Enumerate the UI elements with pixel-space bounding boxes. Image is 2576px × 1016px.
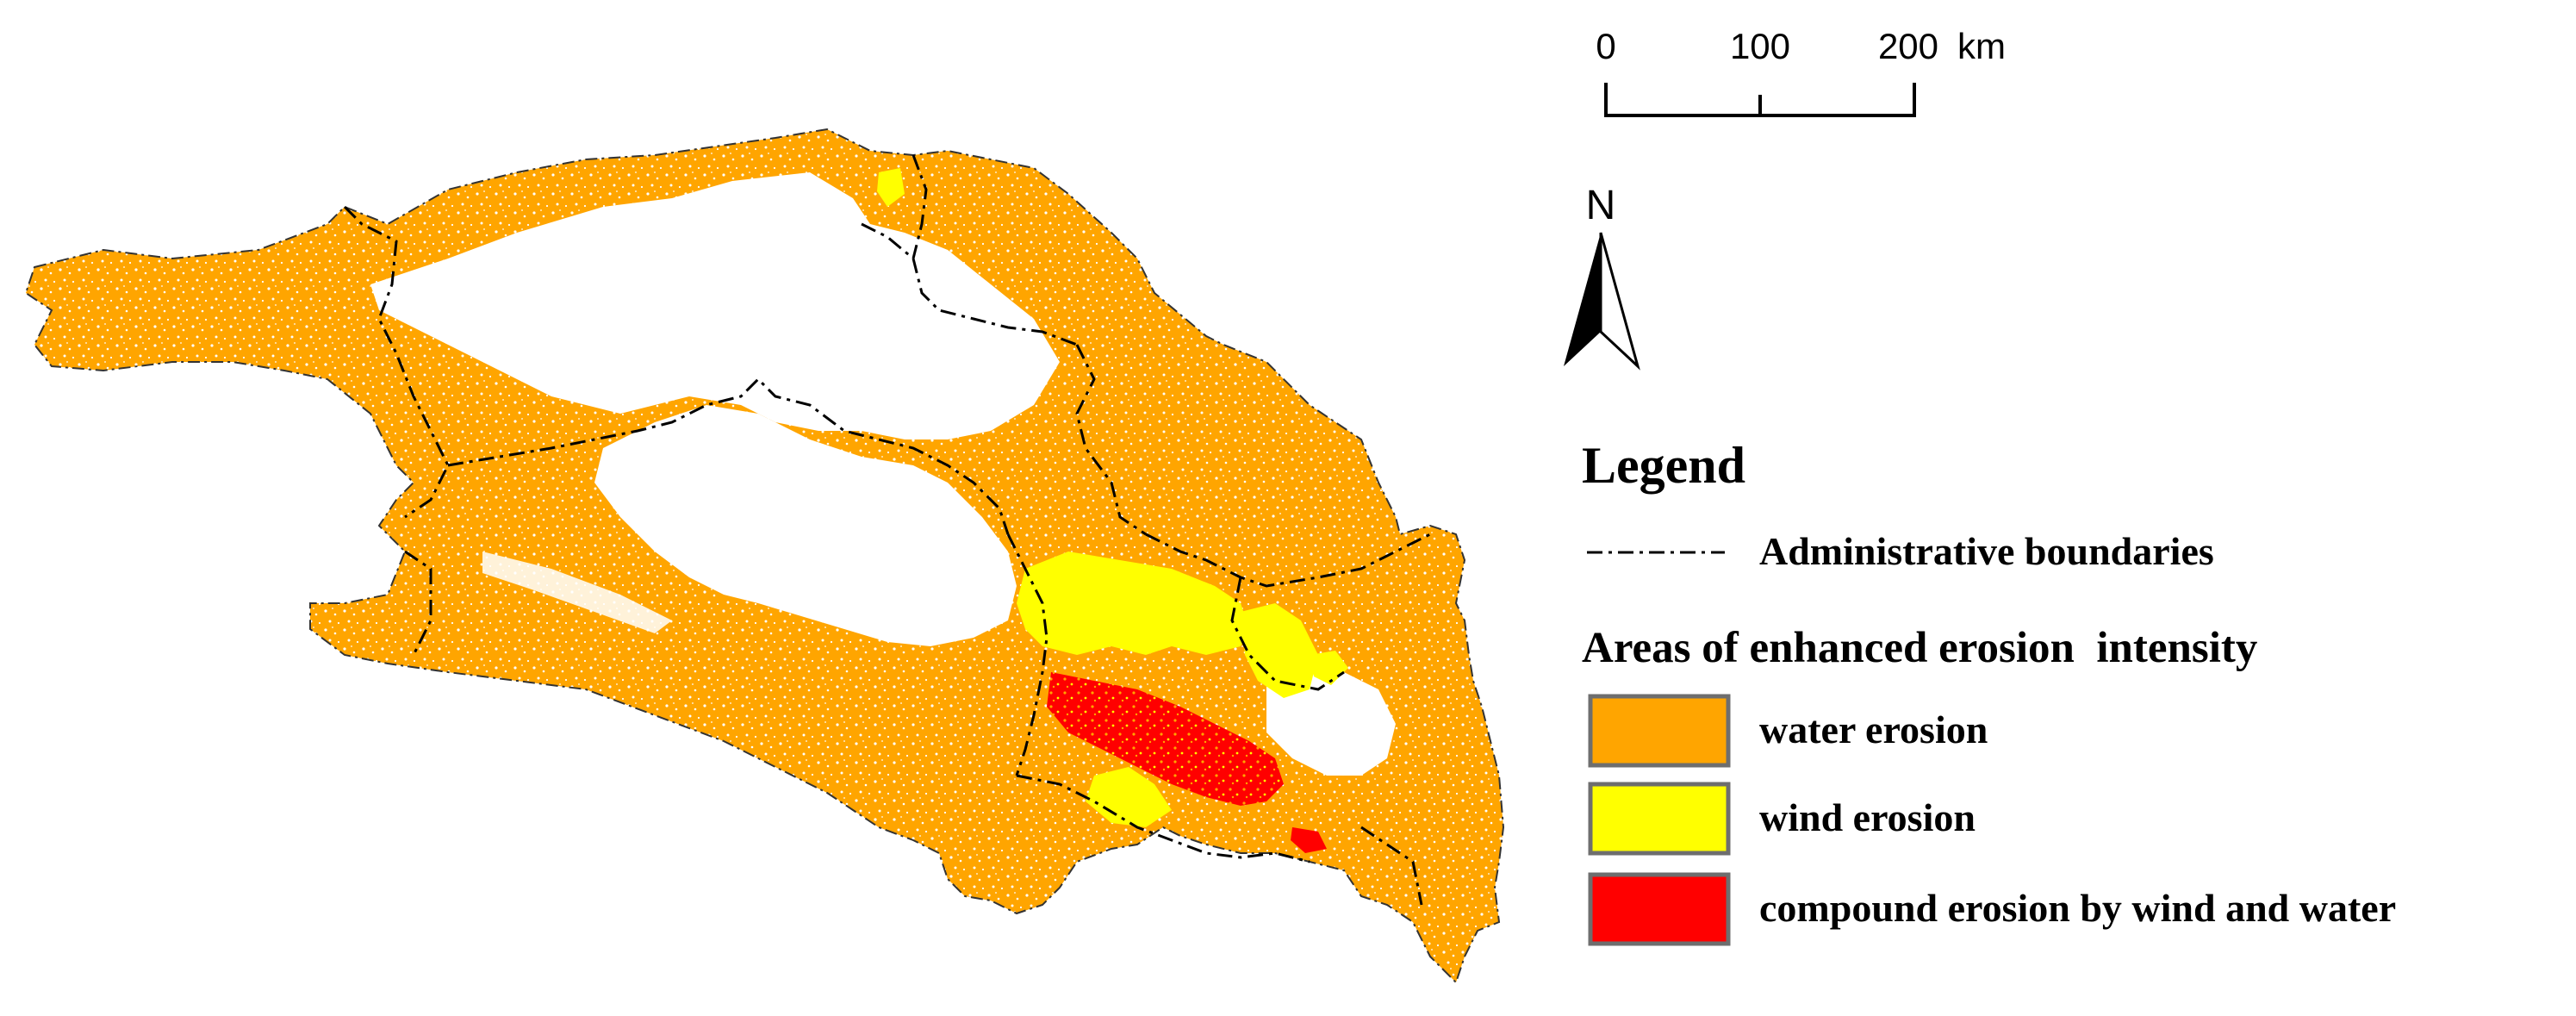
erosion-map [25,128,1504,983]
unchanged-area-center [594,405,1017,646]
north-arrow: N [1564,183,1640,371]
boundary-line [1016,774,1310,863]
legend-title: Legend [1582,437,1745,494]
wind-erosion-area-north [877,168,905,207]
wind-erosion-swatch [1588,782,1731,856]
boundary-line [912,154,928,259]
wind-erosion-label: wind erosion [1759,795,1976,839]
boundary-line [1075,344,1147,536]
wind-erosion-area-main [1017,552,1249,655]
compound-erosion-patch-west [896,875,918,896]
compound-erosion-area [1047,672,1284,806]
compound-erosion-swatch [1588,872,1731,946]
scale-bar-label-100: 100 [1730,26,1790,66]
unchanged-area-northwest [405,284,482,336]
boundary-line [404,550,432,656]
compound-erosion-patch-south [1291,827,1327,853]
boundary-line [1230,577,1345,691]
legend-section-title: Areas of enhanced erosion intensity [1582,624,2257,672]
boundary-line [343,205,450,519]
boundary-line [1145,533,1431,588]
north-arrow-icon [1564,232,1640,371]
boundary-line [861,222,1078,346]
water-erosion-label: water erosion [1759,707,1988,751]
wind-erosion-area-east [1241,603,1318,698]
scale-bar: 0 100 200 km [1596,26,2006,117]
legend: Legend Administrative boundaries Areas o… [1582,437,2396,946]
boundary-line [1006,533,1048,776]
boundary-line [1360,826,1423,906]
compound-erosion-label: compound erosion by wind and water [1759,886,2396,930]
unchanged-strip-southwest [482,552,672,633]
unchanged-area-north [370,172,1060,439]
water-erosion-swatch [1588,694,1731,768]
boundary-legend-label: Administrative boundaries [1759,529,2214,573]
scale-bar-label-200: 200 [1878,26,1938,66]
scale-bar-unit: km [1957,26,2006,66]
north-arrow-label: N [1586,183,1616,228]
administrative-boundaries [343,154,1431,906]
scale-bar-label-0: 0 [1596,26,1615,66]
wind-erosion-area-south [1086,767,1172,827]
